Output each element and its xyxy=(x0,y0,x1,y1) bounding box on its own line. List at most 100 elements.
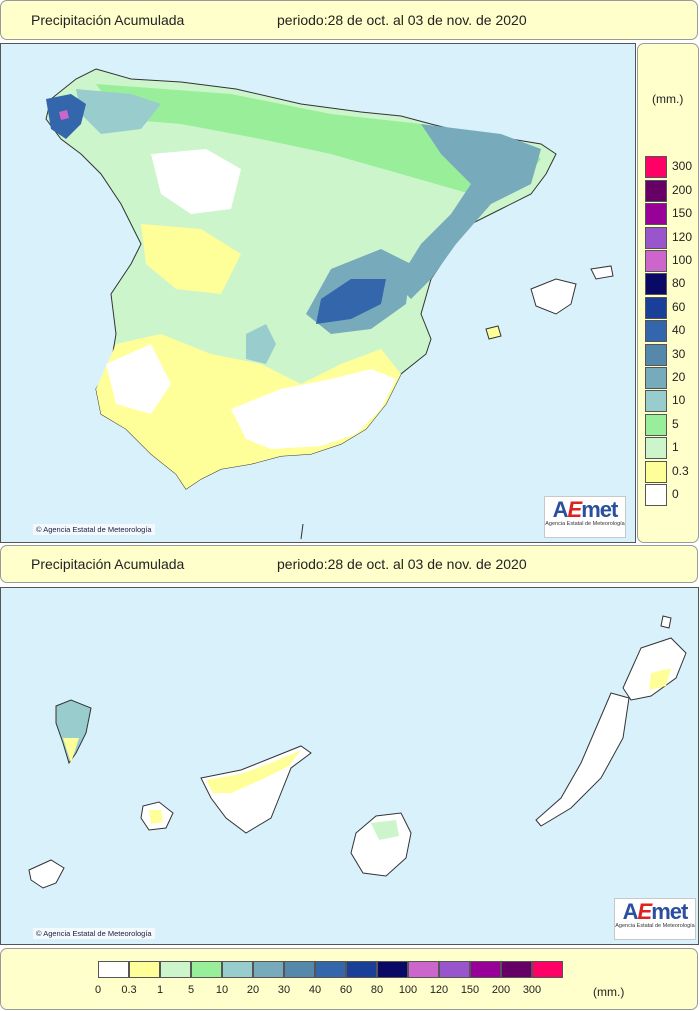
la-palma xyxy=(55,699,92,765)
africa-coast xyxy=(300,523,304,540)
legend-label-0: 0 xyxy=(672,487,679,501)
hlegend-label-60: 60 xyxy=(339,984,353,996)
top-title: Precipitación Acumulada xyxy=(31,12,185,28)
bottom-title: Precipitación Acumulada xyxy=(31,556,185,572)
top-period: periodo:28 de oct. al 03 de nov. de 2020 xyxy=(277,12,527,28)
hlegend-swatch-80 xyxy=(377,961,408,978)
legend-label-300: 300 xyxy=(672,159,693,174)
mallorca xyxy=(530,278,577,315)
hlegend-swatch-150 xyxy=(470,961,501,978)
yellow-center xyxy=(141,224,241,294)
canarias-map: © Agencia Estatal de Meteorología AEmet … xyxy=(0,587,699,945)
legend-swatch-5 xyxy=(645,413,667,436)
legend-swatch-0 xyxy=(645,484,667,506)
legend-label-80: 80 xyxy=(672,276,686,291)
legend-swatch-0.3 xyxy=(645,460,667,483)
hlegend-swatch-5 xyxy=(191,961,222,978)
horizontal-legend-panel: 0 0.3 1 5 10 20 30 40 60 80 100 120 150 200 300 (mm.) xyxy=(0,948,698,1010)
fuerteventura xyxy=(535,692,630,827)
hlegend-label-0: 0 xyxy=(94,984,102,996)
bottom-period: periodo:28 de oct. al 03 de nov. de 2020 xyxy=(277,556,527,572)
hlegend-label-1: 1 xyxy=(156,984,164,996)
credit-top: © Agencia Estatal de Meteorología xyxy=(33,524,155,535)
hlegend-label-300: 300 xyxy=(522,984,542,996)
legend-label-40: 40 xyxy=(672,323,686,338)
hlegend-swatch-100 xyxy=(408,961,439,978)
legend-swatch-100 xyxy=(645,250,667,272)
hlegend-label-20: 20 xyxy=(246,984,260,996)
hlegend-swatch-0.3 xyxy=(129,961,160,978)
dry-south-core xyxy=(231,369,396,449)
menorca xyxy=(590,265,614,280)
legend-swatch-80 xyxy=(645,273,667,296)
dry-southwest xyxy=(106,344,171,414)
hlegend-swatch-40 xyxy=(315,961,346,978)
hlegend-swatch-10 xyxy=(222,961,253,978)
hlegend-label-120: 120 xyxy=(429,984,449,996)
legend-label-5: 5 xyxy=(672,416,679,431)
peninsula-map-svg xyxy=(45,68,614,540)
legend-swatch-300 xyxy=(645,156,667,179)
legend-label-150: 150 xyxy=(672,206,693,221)
hlegend-label-30: 30 xyxy=(277,984,291,996)
green-north xyxy=(96,84,541,194)
legend-label-200: 200 xyxy=(672,182,693,197)
credit-bottom: © Agencia Estatal de Meteorología xyxy=(33,928,155,939)
legend-unit: (mm.) xyxy=(652,92,684,106)
legend-swatch-60 xyxy=(645,296,667,319)
canarias-map-svg xyxy=(28,615,687,889)
teal-north xyxy=(76,89,161,134)
peninsula-map: © Agencia Estatal de Meteorología AEmet … xyxy=(0,43,636,543)
hlegend-swatch-30 xyxy=(284,961,315,978)
legend-swatch-10 xyxy=(645,390,667,413)
legend-swatch-30 xyxy=(645,343,667,366)
legend-label-120: 120 xyxy=(672,229,693,244)
teal-center xyxy=(246,324,276,364)
hlegend-swatch-0 xyxy=(98,961,129,978)
ibiza xyxy=(485,325,502,340)
hlegend-swatch-300 xyxy=(532,961,563,978)
legend-label-30: 30 xyxy=(672,346,686,361)
hlegend-label-150: 150 xyxy=(460,984,480,996)
aemet-logo-bottom: AEmet Agencia Estatal de Meteorología xyxy=(614,898,696,940)
lanzarote-yellow xyxy=(649,668,671,690)
teal-northeast xyxy=(396,124,541,299)
hlegend-swatch-120 xyxy=(439,961,470,978)
tenerife-north xyxy=(206,750,301,793)
hlegend-label-40: 40 xyxy=(308,984,322,996)
hlegend-label-0.3: 0.3 xyxy=(121,984,137,996)
lanzarote xyxy=(622,637,687,701)
dry-center-1 xyxy=(151,149,241,214)
legend-label-60: 60 xyxy=(672,299,686,314)
hlegend-label-10: 10 xyxy=(215,984,229,996)
legend-swatch-20 xyxy=(645,367,667,389)
legend-unit-bottom: (mm.) xyxy=(593,985,625,999)
legend-swatch-1 xyxy=(645,437,667,460)
hlegend-label-5: 5 xyxy=(187,984,195,996)
la-gomera-center xyxy=(149,810,163,824)
aemet-logo-top: AEmet Agencia Estatal de Meteorología xyxy=(544,496,626,538)
hlegend-swatch-200 xyxy=(501,961,532,978)
top-header-panel: Precipitación Acumulada periodo:28 de oc… xyxy=(0,0,698,40)
hlegend-label-200: 200 xyxy=(491,984,511,996)
legend-label-1: 1 xyxy=(672,440,679,455)
hlegend-swatch-20 xyxy=(253,961,284,978)
hlegend-swatch-60 xyxy=(346,961,377,978)
hlegend-swatch-1 xyxy=(160,961,191,978)
hlegend-label-100: 100 xyxy=(398,984,418,996)
legend-label-0.3: 0.3 xyxy=(672,463,689,478)
la-palma-south xyxy=(63,738,79,763)
legend-label-100: 100 xyxy=(672,253,693,267)
legend-swatch-200 xyxy=(645,179,667,202)
el-hierro xyxy=(28,859,65,889)
legend-swatch-40 xyxy=(645,320,667,343)
bottom-header-panel: Precipitación Acumulada periodo:28 de oc… xyxy=(0,545,698,583)
gran-canaria-north xyxy=(371,820,399,840)
blue-east xyxy=(316,279,386,324)
hlegend-label-80: 80 xyxy=(370,984,384,996)
vertical-legend-panel: (mm.) 0 0.3 1 5 10 20 30 40 60 80 100 120 150 200 300 xyxy=(637,43,699,543)
purple-galicia xyxy=(59,110,69,120)
legend-label-20: 20 xyxy=(672,370,686,384)
legend-label-10: 10 xyxy=(672,393,686,408)
legend-swatch-150 xyxy=(645,203,667,226)
